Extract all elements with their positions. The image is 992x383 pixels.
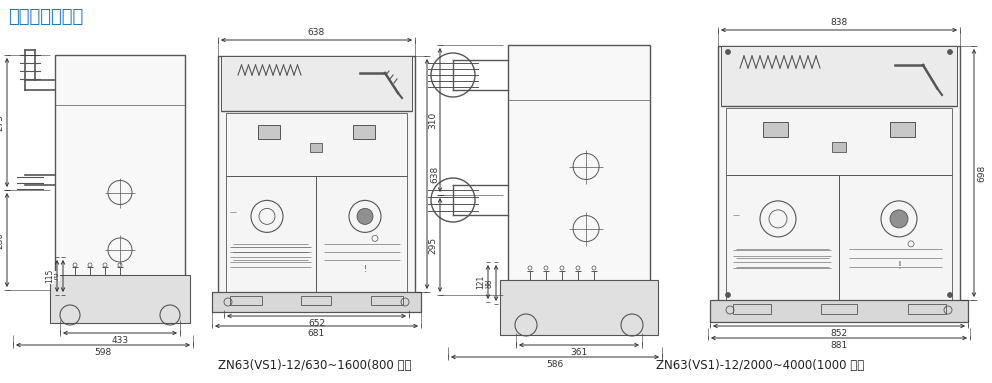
Text: 121: 121 (476, 275, 485, 289)
Text: —: — (230, 210, 237, 215)
Bar (763, 122, 788, 137)
Text: 638: 638 (430, 165, 439, 183)
Text: 852: 852 (830, 329, 847, 338)
Text: !: ! (897, 261, 901, 271)
Text: 361: 361 (570, 348, 587, 357)
Text: 433: 433 (111, 336, 129, 345)
Text: 681: 681 (308, 329, 325, 338)
Bar (721, 46, 957, 106)
Bar (890, 122, 915, 137)
Text: ZN63(VS1)-12/2000~4000(1000 柜）: ZN63(VS1)-12/2000~4000(1000 柜） (656, 359, 864, 372)
Bar (908, 304, 946, 314)
Text: ZN63(VS1)-12/630~1600(800 柜）: ZN63(VS1)-12/630~1600(800 柜） (218, 359, 412, 372)
Circle shape (947, 49, 952, 54)
Bar (718, 46, 960, 320)
Circle shape (725, 293, 730, 298)
Text: 310: 310 (428, 111, 437, 129)
Bar (371, 296, 403, 305)
Circle shape (947, 293, 952, 298)
Text: 838: 838 (830, 18, 847, 27)
Text: 881: 881 (830, 341, 847, 350)
Bar (221, 56, 412, 111)
Bar (353, 125, 375, 139)
Text: 598: 598 (94, 348, 112, 357)
Circle shape (725, 49, 730, 54)
Circle shape (890, 210, 908, 228)
Bar (258, 125, 280, 139)
Text: 638: 638 (308, 28, 325, 37)
Text: 275: 275 (0, 114, 4, 131)
Bar (726, 108, 952, 300)
Text: 586: 586 (547, 360, 563, 369)
Bar (500, 280, 658, 335)
Text: !: ! (363, 265, 367, 273)
Bar (301, 296, 331, 305)
Text: 295: 295 (428, 236, 437, 254)
Bar (218, 56, 415, 310)
Bar (55, 55, 185, 305)
Bar (230, 296, 262, 305)
Text: 280: 280 (0, 231, 4, 249)
Text: —: — (733, 212, 740, 218)
Text: 115: 115 (45, 269, 54, 283)
Bar (212, 292, 421, 312)
Text: 698: 698 (977, 164, 986, 182)
Bar (710, 300, 968, 322)
Bar (310, 143, 322, 152)
Bar (733, 304, 771, 314)
Bar (508, 45, 650, 315)
Circle shape (357, 208, 373, 224)
Text: 88: 88 (484, 278, 493, 288)
Text: 652: 652 (308, 319, 325, 328)
Text: 76: 76 (51, 271, 60, 281)
Text: 外形及安装尺寸: 外形及安装尺寸 (8, 8, 83, 26)
Bar (226, 113, 407, 292)
Bar (832, 142, 846, 152)
Bar (50, 275, 190, 323)
Bar (821, 304, 857, 314)
